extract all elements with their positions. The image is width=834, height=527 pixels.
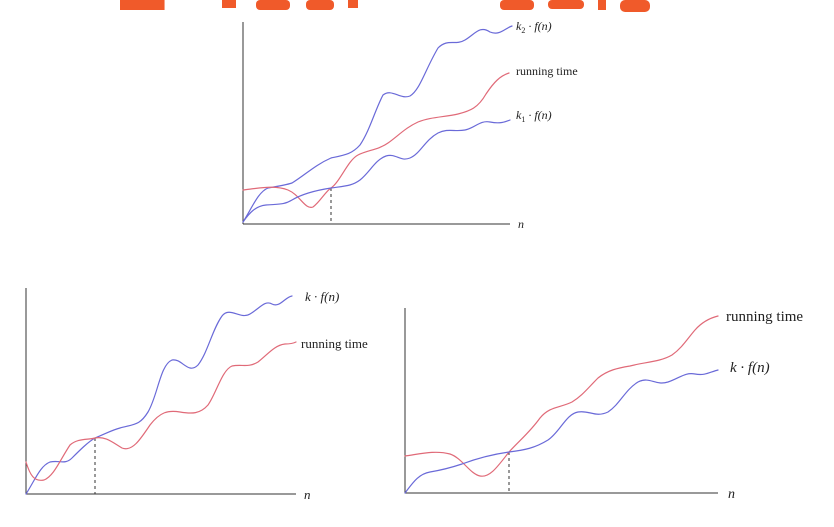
top-running-time-label: running time <box>516 64 578 78</box>
left-k-f-curve <box>25 295 293 495</box>
top-k1-suffix: · f(n) <box>525 108 551 122</box>
right-running-time-curve <box>404 315 719 477</box>
top-k2-suffix: · f(n) <box>525 19 551 33</box>
left-running-time-label: running time <box>301 336 368 351</box>
title-glyph-tops <box>222 0 650 12</box>
right-k-f-curve <box>404 369 719 494</box>
top-k1-prefix: k <box>516 108 522 122</box>
cutoff-title-fragment: ■ <box>120 0 720 10</box>
right-running-time-label: running time <box>726 309 803 325</box>
top-x-label: n <box>518 217 524 231</box>
top-k2-prefix: k <box>516 19 522 33</box>
left-running-time-curve <box>25 341 297 481</box>
top-k2-label: k2 · f(n) <box>516 19 552 35</box>
left-graph: k · f(n) running time n <box>25 288 368 502</box>
left-x-label: n <box>304 487 311 502</box>
top-k1-curve <box>242 119 511 223</box>
right-graph: running time k · f(n) n <box>404 308 803 502</box>
top-running-time-curve <box>242 72 510 208</box>
left-k-f-label: k · f(n) <box>305 289 339 304</box>
right-x-label: n <box>728 487 735 502</box>
top-k2-curve <box>242 25 513 223</box>
top-k2-subscript: 2 <box>521 26 525 35</box>
right-k-f-label: k · f(n) <box>730 360 770 376</box>
top-k1-label: k1 · f(n) <box>516 108 552 124</box>
top-k1-subscript: 1 <box>521 115 525 124</box>
top-graph: k2 · f(n) running time k1 · f(n) n <box>242 19 578 231</box>
